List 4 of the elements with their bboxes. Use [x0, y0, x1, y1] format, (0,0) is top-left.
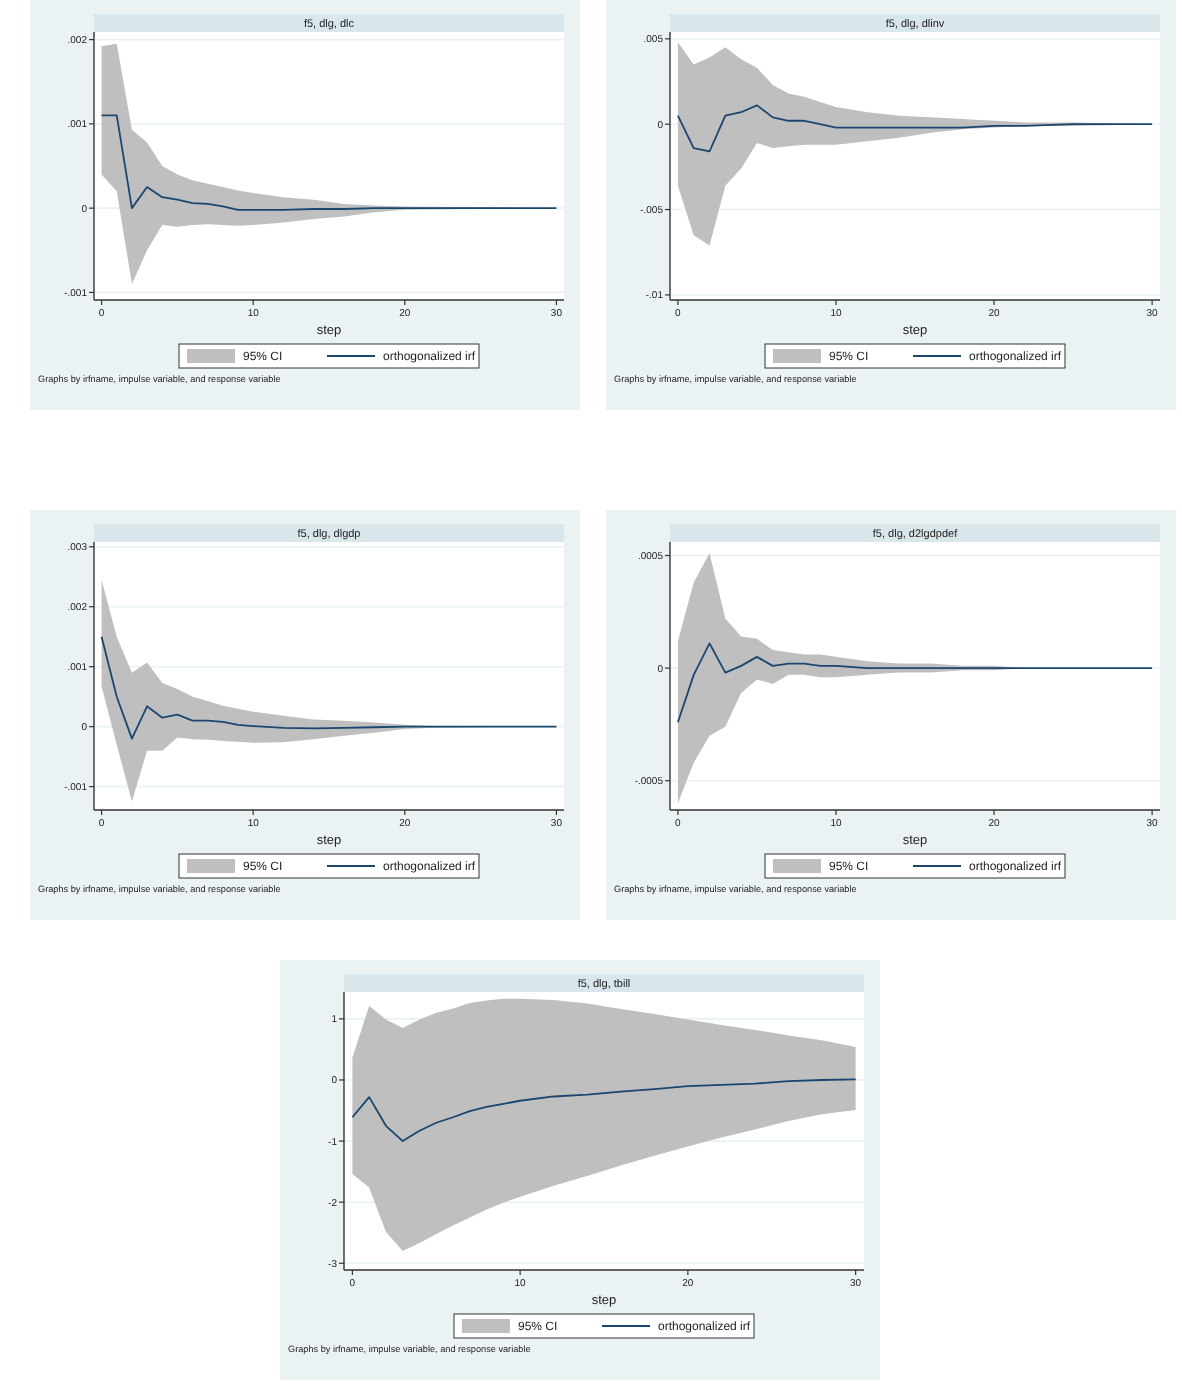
line-series [100, 635, 558, 740]
line-series [677, 642, 1153, 724]
line-series [677, 104, 1153, 153]
line-series [351, 1078, 857, 1142]
